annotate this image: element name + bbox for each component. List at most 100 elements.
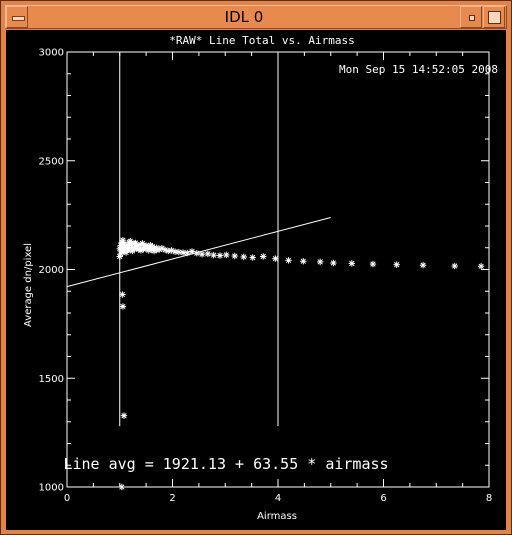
axes: 0 2 4 6 8 1000 1500 2000 2500 3000: [39, 48, 493, 505]
data-point: [184, 249, 191, 257]
asterisk-stroke: [232, 253, 238, 259]
y-tick-label: 2000: [39, 265, 64, 276]
asterisk-stroke: [120, 237, 126, 243]
timestamp-label: Mon Sep 15 14:52:05 2008: [339, 63, 498, 76]
y-tick-label: 3000: [39, 48, 64, 59]
x-tick-label: 0: [64, 493, 70, 504]
asterisk-stroke: [189, 248, 195, 255]
asterisk-stroke: [180, 249, 186, 256]
asterisk-stroke: [370, 261, 376, 267]
asterisk-stroke: [165, 248, 171, 254]
data-point: [119, 303, 127, 310]
asterisk-stroke: [132, 240, 139, 246]
asterisk-stroke: [223, 252, 229, 258]
asterisk-stroke: [159, 245, 165, 251]
asterisk-stroke: [250, 254, 256, 261]
data-point: [393, 261, 400, 268]
maximize-button[interactable]: [483, 6, 505, 28]
asterisk-stroke: [184, 250, 190, 256]
asterisk-stroke: [120, 303, 126, 310]
data-point: [300, 258, 307, 265]
asterisk-stroke: [199, 251, 205, 257]
fit-line: [66, 217, 331, 288]
data-point: [477, 263, 485, 270]
window-title: IDL 0: [224, 8, 264, 26]
asterisk-stroke: [330, 260, 337, 266]
asterisk-stroke: [119, 291, 126, 298]
asterisk-stroke: [121, 245, 127, 251]
x-tick-label: 8: [486, 493, 492, 504]
y-tick-label: 2500: [39, 156, 64, 167]
asterisk-stroke: [143, 245, 149, 252]
asterisk-stroke: [272, 255, 279, 262]
data-points: [116, 236, 485, 491]
asterisk-stroke: [194, 250, 200, 256]
data-point: [317, 258, 324, 266]
asterisk-stroke: [139, 240, 146, 247]
fit-line-group: [66, 217, 331, 288]
data-point: [369, 260, 377, 268]
vertical-lines: [119, 52, 279, 427]
chart-title: *RAW* Line Total vs. Airmass: [169, 34, 354, 47]
asterisk-stroke: [121, 413, 127, 419]
data-point: [285, 257, 292, 264]
x-tick-label: 6: [380, 493, 386, 504]
data-point: [204, 250, 212, 258]
data-point: [193, 249, 200, 257]
x-tick-label: 2: [169, 493, 175, 504]
asterisk-stroke: [121, 241, 127, 247]
menu-bar-icon: [12, 16, 25, 21]
plot-canvas: *RAW* Line Total vs. Airmass Mon Sep 15 …: [6, 30, 506, 530]
data-point: [249, 254, 256, 261]
data-point: [223, 251, 230, 259]
asterisk-stroke: [176, 249, 182, 255]
asterisk-stroke: [217, 252, 223, 259]
asterisk-stroke: [452, 263, 458, 269]
data-point: [330, 259, 337, 267]
asterisk-stroke: [241, 254, 247, 260]
data-point: [120, 412, 128, 419]
asterisk-stroke: [478, 263, 484, 269]
scatter-plot: *RAW* Line Total vs. Airmass Mon Sep 15 …: [23, 34, 498, 522]
data-point: [231, 252, 238, 260]
data-point: [210, 251, 217, 259]
asterisk-stroke: [210, 252, 217, 258]
data-point: [188, 248, 196, 255]
asterisk-stroke: [154, 247, 160, 253]
asterisk-stroke: [317, 259, 323, 265]
asterisk-stroke: [205, 251, 211, 257]
asterisk-stroke: [420, 262, 426, 268]
x-tick-label: 4: [275, 493, 281, 504]
y-axis-label: Average dn/pixel: [23, 243, 34, 327]
asterisk-stroke: [349, 260, 355, 267]
data-point: [451, 262, 458, 270]
data-point: [175, 248, 183, 256]
data-point: [240, 253, 247, 261]
data-point: [348, 260, 356, 267]
y-tick-label: 1500: [39, 374, 64, 385]
data-point: [198, 251, 206, 258]
asterisk-stroke: [285, 257, 292, 264]
window-menu-button[interactable]: [6, 6, 28, 28]
data-point: [118, 483, 126, 491]
data-point: [419, 261, 427, 269]
title-bar[interactable]: IDL 0: [5, 5, 507, 29]
asterisk-stroke: [260, 253, 266, 260]
x-axis-label: Airmass: [257, 511, 297, 522]
y-tick-label: 1000: [39, 483, 64, 494]
data-point: [272, 255, 279, 262]
data-point: [153, 246, 160, 254]
minimize-button[interactable]: [460, 6, 482, 28]
asterisk-stroke: [119, 484, 125, 490]
minimize-icon: [469, 15, 475, 21]
asterisk-stroke: [148, 246, 155, 253]
asterisk-stroke: [394, 262, 400, 268]
asterisk-stroke: [300, 258, 306, 264]
asterisk-stroke: [168, 247, 175, 254]
asterisk-stroke: [136, 246, 142, 253]
data-point: [260, 253, 267, 260]
fit-annotation: Line avg = 1921.13 + 63.55 * airmass: [63, 455, 388, 473]
data-point: [135, 246, 142, 253]
data-point: [119, 291, 126, 298]
